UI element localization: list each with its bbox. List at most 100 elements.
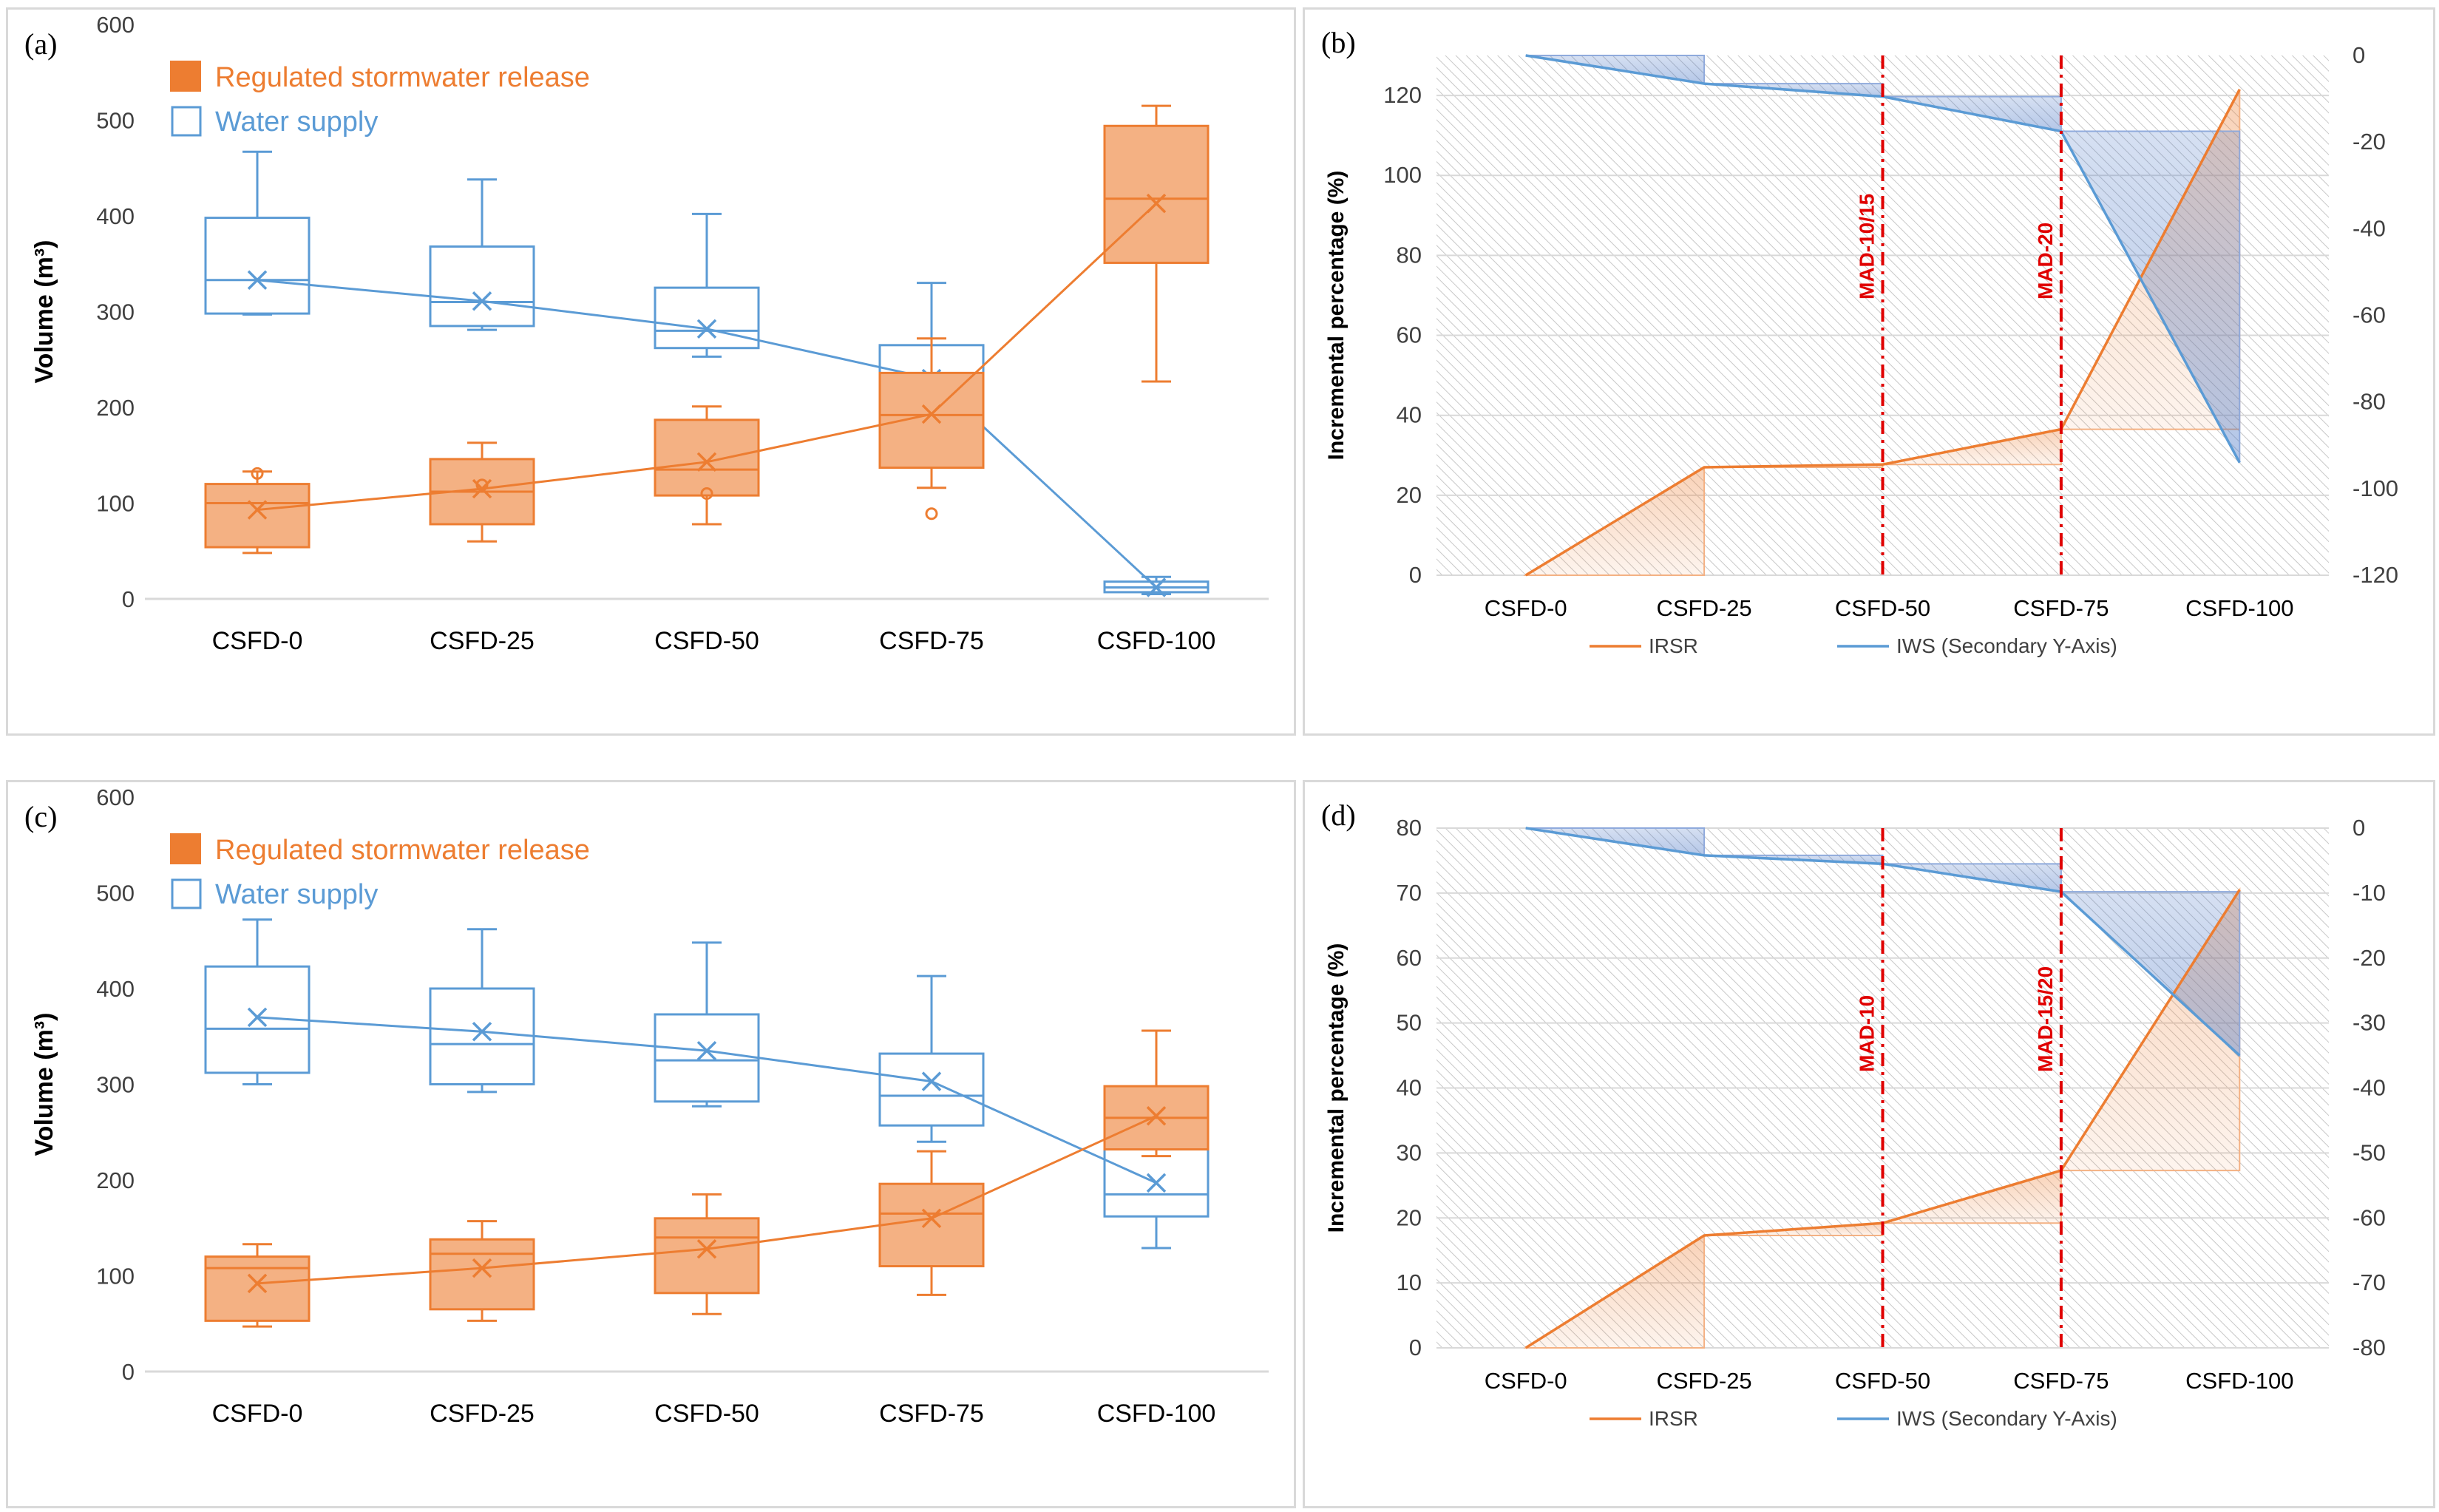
y-tick-label: 600 xyxy=(96,12,135,38)
x-tick-label: CSFD-100 xyxy=(1097,1400,1216,1428)
y-tick-label: 20 xyxy=(1397,482,1422,508)
y2-tick-label: -10 xyxy=(2353,880,2386,906)
box xyxy=(654,286,760,350)
legend-swatch-release xyxy=(170,833,201,864)
y-tick-label: 100 xyxy=(96,491,135,517)
mean-marker xyxy=(472,1022,492,1042)
y-tick-label: 120 xyxy=(1383,82,1422,108)
x-tick-label: CSFD-50 xyxy=(1835,595,1930,621)
y-tick-label: 20 xyxy=(1397,1204,1422,1230)
mean-marker xyxy=(247,1007,268,1028)
y-tick-label: 70 xyxy=(1397,880,1422,906)
panel-d: 0 10 20 30 40 50 60 70 80 0 -10 -20 -30 -40 -50 -60 -70 -… xyxy=(1303,780,2435,1508)
box xyxy=(429,987,535,1085)
y-tick-label: 0 xyxy=(1409,562,1422,588)
panel-label: (a) xyxy=(24,27,57,61)
y-tick-label: 400 xyxy=(96,976,135,1002)
legend-label-iws: IWS (Secondary Y-Axis) xyxy=(1896,1407,2117,1430)
mean-marker xyxy=(921,404,942,424)
legend-label-supply: Water supply xyxy=(215,879,378,910)
y2-tick-label: 0 xyxy=(2353,815,2365,841)
y2-tick-label: -60 xyxy=(2353,1204,2386,1230)
chart-c: 0 100 200 300 400 500 600 CSFD-0 CSFD-25 CSFD-50 C… xyxy=(24,784,1269,1428)
box xyxy=(878,1182,985,1268)
x-tick-label: CSFD-25 xyxy=(1656,595,1751,621)
chart-b: 0 20 40 60 80 100 120 0 -20 -40 -60 -80 -100 -120 CSFD… xyxy=(1321,26,2398,657)
mean-marker xyxy=(1146,193,1167,214)
y2-tick-label: -40 xyxy=(2353,1075,2386,1101)
box xyxy=(204,1255,311,1322)
box xyxy=(878,371,985,469)
mean-marker xyxy=(472,1258,492,1278)
y2-tick-label: -80 xyxy=(2353,389,2386,415)
mean-marker xyxy=(472,478,492,499)
mean-marker xyxy=(247,1273,268,1294)
mad-marker-label: MAD-20 xyxy=(2034,223,2057,299)
y2-tick-label: -20 xyxy=(2353,129,2386,155)
legend-swatch-supply xyxy=(171,106,202,137)
chart-d: 0 10 20 30 40 50 60 70 80 0 -10 -20 -30 -40 -50 -60 -70 -… xyxy=(1321,799,2386,1430)
panel-label: (d) xyxy=(1321,799,1356,832)
legend-label-release: Regulated stormwater release xyxy=(215,835,590,866)
mad-marker-label: MAD-10/15 xyxy=(1856,194,1879,299)
y-tick-label: 100 xyxy=(1383,162,1422,188)
outlier-point xyxy=(925,507,938,521)
y-tick-label: 40 xyxy=(1397,1075,1422,1101)
box xyxy=(654,1013,760,1103)
y-tick-label: 200 xyxy=(96,395,135,421)
release-series xyxy=(204,1029,1210,1328)
x-tick-label: CSFD-25 xyxy=(430,1400,535,1428)
legend-label-irsr: IRSR xyxy=(1649,634,1698,657)
x-tick-label: CSFD-0 xyxy=(212,1400,303,1428)
supply-series xyxy=(204,150,1210,597)
y2-tick-label: -60 xyxy=(2353,302,2386,328)
outlier-point xyxy=(700,487,713,501)
y-tick-label: 600 xyxy=(96,784,135,810)
panel-b: 0 20 40 60 80 100 120 0 -20 -40 -60 -80 -100 -120 CSFD… xyxy=(1303,7,2435,736)
mean-marker xyxy=(247,500,268,520)
y-tick-label: 300 xyxy=(96,299,135,325)
x-tick-label: CSFD-50 xyxy=(1835,1368,1930,1394)
mad-marker-label: MAD-10 xyxy=(1856,995,1879,1072)
box xyxy=(204,217,311,315)
panel-label: (b) xyxy=(1321,26,1356,59)
y-axis-label: Volume (m³) xyxy=(30,1013,58,1156)
legend-label-irsr: IRSR xyxy=(1649,1407,1698,1430)
y-tick-label: 80 xyxy=(1397,242,1422,268)
mean-marker xyxy=(921,1208,942,1229)
x-tick-label: CSFD-75 xyxy=(879,1400,984,1428)
y-tick-label: 0 xyxy=(1409,1335,1422,1360)
y2-tick-label: -80 xyxy=(2353,1335,2386,1360)
x-tick-label: CSFD-75 xyxy=(2013,595,2109,621)
chart-a: 0 100 200 300 400 500 600 CSFD-0 CSFD-25 CSFD-50 C… xyxy=(24,12,1269,655)
mad-marker-label: MAD-15/20 xyxy=(2034,966,2057,1072)
release-series xyxy=(204,104,1210,555)
mean-line xyxy=(257,1016,1157,1184)
y2-tick-label: -20 xyxy=(2353,945,2386,971)
y-tick-label: 100 xyxy=(96,1264,135,1289)
outlier-point xyxy=(251,467,264,480)
legend-swatch-release xyxy=(170,61,201,92)
mean-marker xyxy=(1146,577,1167,597)
irsr-line xyxy=(1524,89,2241,577)
mean-marker xyxy=(921,1071,942,1091)
y-tick-label: 400 xyxy=(96,203,135,229)
x-tick-label: CSFD-0 xyxy=(1485,595,1567,621)
x-tick-label: CSFD-50 xyxy=(654,1400,759,1428)
box xyxy=(878,1052,985,1127)
y-tick-label: 40 xyxy=(1397,402,1422,428)
y-axis-label: Incremental percentage (%) xyxy=(1324,171,1349,461)
x-tick-label: CSFD-100 xyxy=(2185,1368,2293,1394)
y2-tick-label: -100 xyxy=(2353,475,2398,501)
y-axis-label: Incremental percentage (%) xyxy=(1324,943,1349,1233)
y2-tick-label: -50 xyxy=(2353,1139,2386,1165)
mean-marker xyxy=(247,270,268,291)
legend-swatch-supply xyxy=(171,878,202,909)
x-tick-label: CSFD-100 xyxy=(1097,627,1216,655)
y-tick-label: 30 xyxy=(1397,1139,1422,1165)
box xyxy=(429,245,535,328)
box xyxy=(429,1238,535,1311)
panel-a: 0 100 200 300 400 500 600 CSFD-0 CSFD-25 CSFD-50 C… xyxy=(6,7,1296,736)
y-tick-label: 500 xyxy=(96,108,135,134)
mean-marker xyxy=(696,452,717,472)
